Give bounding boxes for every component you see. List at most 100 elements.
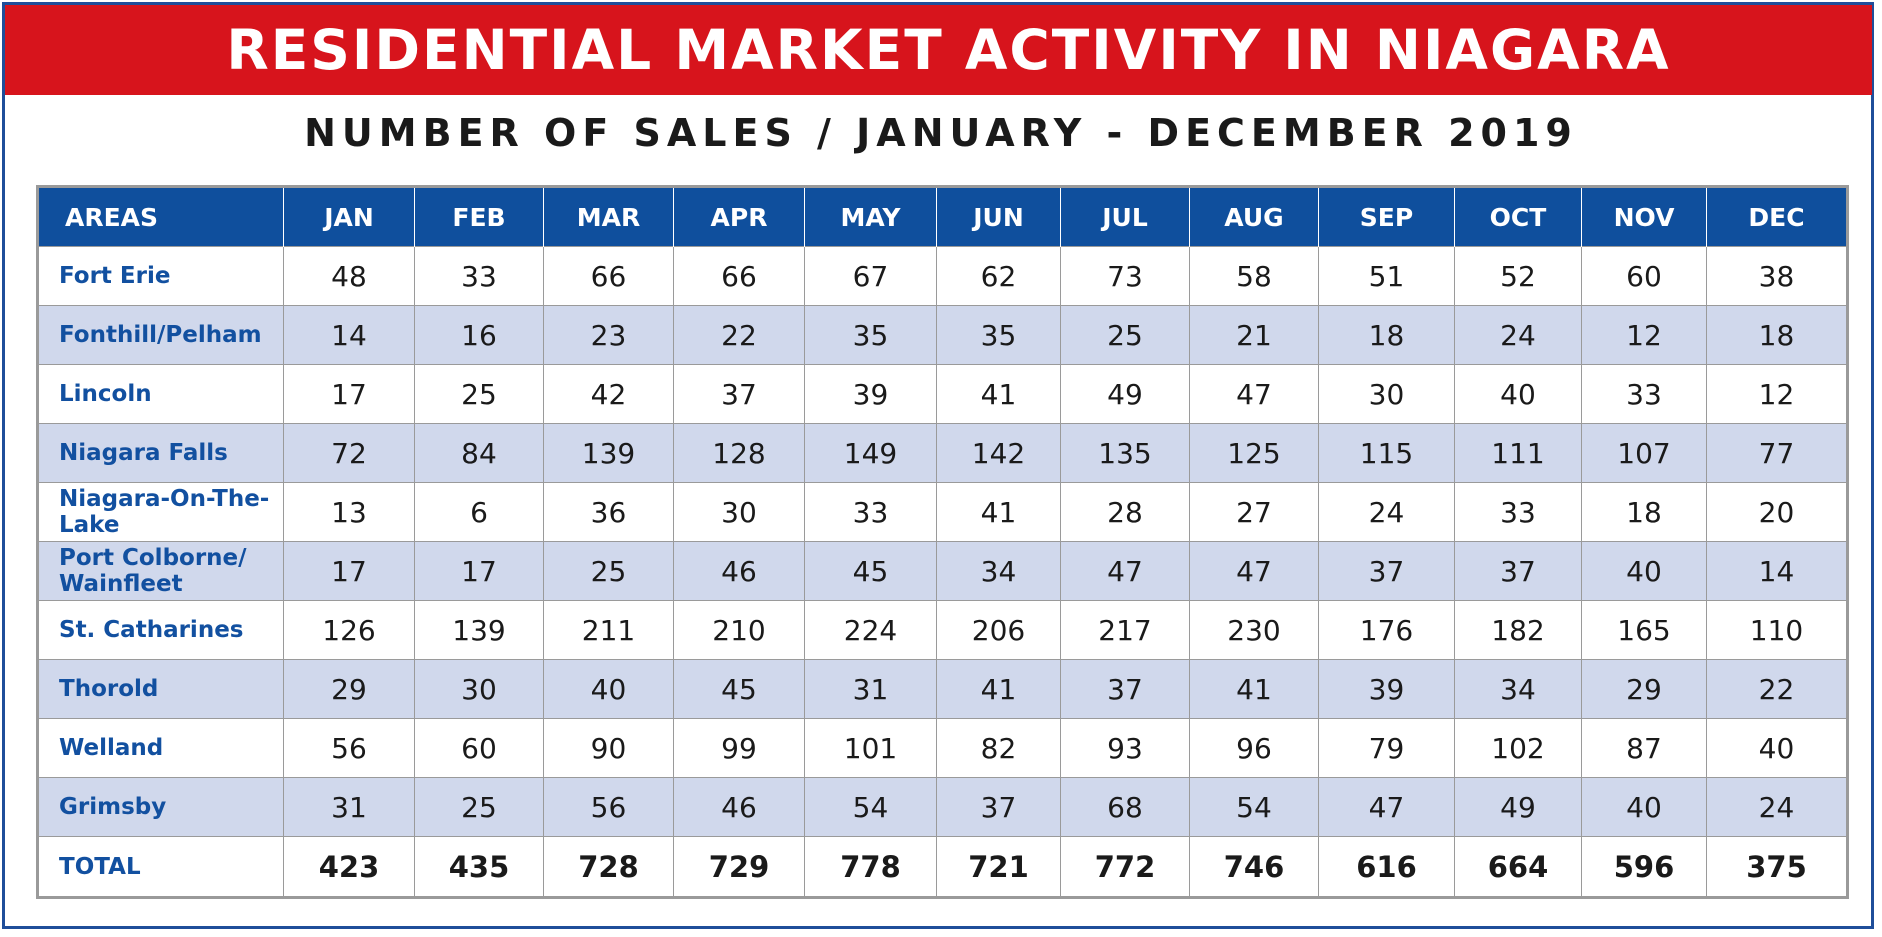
area-name: St. Catharines [37,600,284,660]
sales-value: 110 [1706,600,1848,660]
table-row: Grimsby 31 25 56 46 54 37 68 54 47 49 40 24 [37,777,1848,837]
sales-value: 20 [1706,482,1848,542]
area-name: Lincoln [37,364,284,424]
area-name: Grimsby [37,777,284,837]
sales-value: 41 [936,659,1061,719]
table-row: Niagara-On-The-Lake 13 6 36 30 33 41 28 27 24 33 18… [37,482,1848,542]
sales-value: 13 [283,482,415,542]
sales-value: 6 [414,482,544,542]
sales-value: 60 [414,718,544,778]
sales-value: 135 [1060,423,1190,483]
table-row: Port Colborne/ Wainfleet 17 17 25 46 45 34 47 47… [37,541,1848,601]
sales-value: 149 [804,423,937,483]
month-header: AUG [1189,186,1319,247]
sales-value: 33 [1454,482,1582,542]
sales-value: 37 [673,364,805,424]
sales-value: 35 [804,305,937,365]
sales-value: 49 [1060,364,1190,424]
sales-value: 125 [1189,423,1319,483]
sales-value: 33 [804,482,937,542]
month-header: JUL [1060,186,1190,247]
sales-value: 27 [1189,482,1319,542]
month-header: DEC [1706,186,1848,247]
sales-value: 34 [936,541,1061,601]
sales-value: 56 [283,718,415,778]
sales-value: 66 [673,246,805,306]
area-name: Niagara-On-The-Lake [37,482,284,542]
sales-value: 47 [1318,777,1455,837]
sales-value: 37 [1454,541,1582,601]
sales-value: 29 [283,659,415,719]
sales-value: 22 [1706,659,1848,719]
sales-value: 596 [1581,836,1707,898]
sales-value: 79 [1318,718,1455,778]
sales-value: 34 [1454,659,1582,719]
month-header: APR [673,186,805,247]
sales-value: 165 [1581,600,1707,660]
table-row: Niagara Falls 72 84 139 128 149 142 135 125 115 11… [37,423,1848,483]
sales-value: 40 [1581,541,1707,601]
sales-value: 45 [673,659,805,719]
sales-value: 224 [804,600,937,660]
sales-value: 87 [1581,718,1707,778]
sales-value: 30 [1318,364,1455,424]
page-subtitle: NUMBER OF SALES / JANUARY - DECEMBER 201… [304,111,1578,155]
sales-value: 33 [1581,364,1707,424]
sales-value: 772 [1060,836,1190,898]
areas-header: AREAS [37,186,284,247]
page-title-banner: RESIDENTIAL MARKET ACTIVITY IN NIAGARA [5,5,1872,95]
sales-value: 40 [543,659,674,719]
sales-value: 54 [1189,777,1319,837]
sales-value: 12 [1706,364,1848,424]
sales-value: 17 [283,364,415,424]
table-row: Lincoln 17 25 42 37 39 41 49 47 30 40 33 12 [37,364,1848,424]
sales-value: 778 [804,836,937,898]
sales-value: 14 [1706,541,1848,601]
sales-value: 25 [414,777,544,837]
sales-value: 39 [1318,659,1455,719]
sales-value: 435 [414,836,544,898]
sales-value: 49 [1454,777,1582,837]
sales-value: 58 [1189,246,1319,306]
sales-value: 40 [1454,364,1582,424]
sales-value: 38 [1706,246,1848,306]
table-row: Fort Erie 48 33 66 66 67 62 73 58 51 52 60 38 [37,246,1848,306]
sales-value: 423 [283,836,415,898]
sales-value: 47 [1189,364,1319,424]
sales-value: 14 [283,305,415,365]
sales-value: 25 [543,541,674,601]
sales-value: 30 [673,482,805,542]
month-header: FEB [414,186,544,247]
sales-value: 17 [414,541,544,601]
sales-value: 46 [673,777,805,837]
sales-value: 77 [1706,423,1848,483]
sales-value: 52 [1454,246,1582,306]
sales-table: AREAS JAN FEB MAR APR MAY JUN JUL AUG SE… [36,185,1849,899]
sales-value: 24 [1454,305,1582,365]
sales-value: 31 [283,777,415,837]
sales-value: 182 [1454,600,1582,660]
sales-value: 217 [1060,600,1190,660]
sales-value: 111 [1454,423,1582,483]
sales-value: 206 [936,600,1061,660]
sales-value: 210 [673,600,805,660]
sales-value: 84 [414,423,544,483]
sales-value: 42 [543,364,674,424]
page-title: RESIDENTIAL MARKET ACTIVITY IN NIAGARA [226,18,1671,82]
sales-value: 40 [1706,718,1848,778]
sales-value: 36 [543,482,674,542]
sales-value: 90 [543,718,674,778]
sales-value: 54 [804,777,937,837]
sales-value: 99 [673,718,805,778]
sales-value: 211 [543,600,674,660]
sales-value: 73 [1060,246,1190,306]
sales-value: 25 [1060,305,1190,365]
sales-value: 62 [936,246,1061,306]
sales-value: 107 [1581,423,1707,483]
sales-value: 16 [414,305,544,365]
month-header: NOV [1581,186,1707,247]
sales-value: 41 [1189,659,1319,719]
sales-value: 616 [1318,836,1455,898]
sales-value: 126 [283,600,415,660]
month-header: MAR [543,186,674,247]
